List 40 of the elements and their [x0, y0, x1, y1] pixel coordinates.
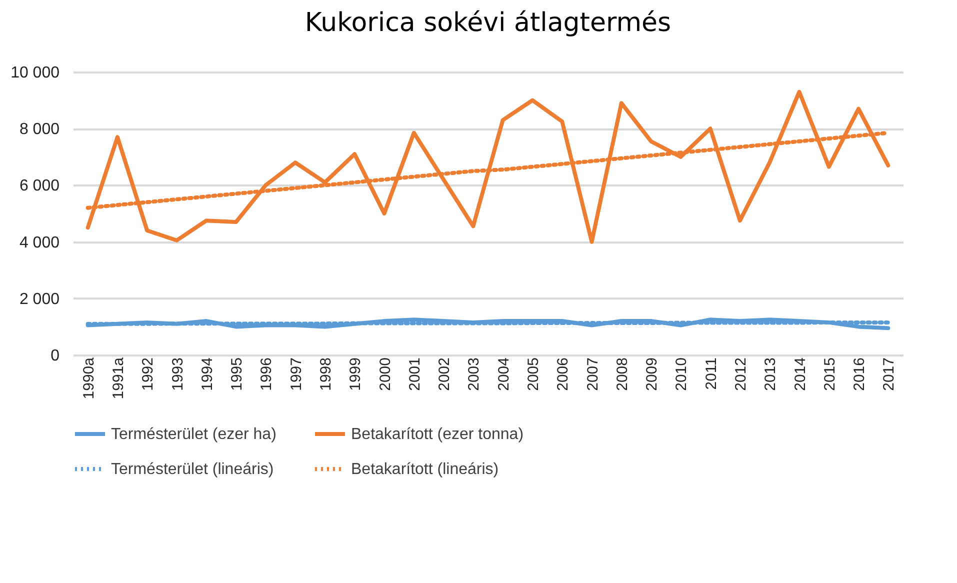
chart-title: Kukorica sokévi átlagtermés	[304, 8, 672, 38]
legend-label: Termésterület (lineáris)	[111, 461, 274, 478]
x-tick-label: 2011	[702, 358, 720, 390]
x-tick-label: 1995	[228, 358, 246, 391]
y-tick-label: 6 000	[19, 178, 60, 195]
line-series	[86, 90, 890, 244]
x-tick-label: 2004	[495, 358, 512, 391]
x-tick-label: 2010	[673, 358, 690, 391]
x-tick-label: 2002	[436, 358, 454, 391]
x-tick-label: 1994	[198, 358, 216, 391]
x-tick-label: 2001	[406, 358, 424, 391]
x-tick-label: 2013	[762, 358, 780, 391]
x-tick-label: 2012	[732, 358, 750, 391]
x-tick-label: 1996	[258, 358, 276, 391]
y-tick-label: 4 000	[19, 234, 60, 252]
x-tick-label: 2009	[644, 358, 661, 391]
x-tick-label: 2000	[376, 358, 394, 391]
x-tick-label: 1991a	[110, 356, 127, 400]
x-tick-label: 2017	[880, 358, 898, 391]
y-tick-label: 0	[50, 348, 60, 364]
x-tick-label: 2003	[466, 358, 483, 391]
x-tick-label: 1990a	[80, 356, 98, 400]
y-tick-label: 8 000	[19, 121, 60, 138]
x-tick-label: 2007	[584, 358, 602, 391]
x-tick-label: 1993	[169, 358, 186, 391]
x-tick-label: 2016	[851, 358, 868, 391]
x-tick-label: 1999	[347, 358, 364, 391]
y-tick-label: 10 000	[10, 64, 60, 82]
legend-label: Termésterület (ezer ha)	[111, 426, 276, 443]
x-tick-label: 1997	[288, 358, 305, 391]
x-tick-label: 2005	[524, 358, 542, 391]
legend-label: Betakarított (ezer tonna)	[351, 426, 524, 443]
x-tick-label: 2015	[821, 358, 838, 391]
x-tick-label: 2006	[554, 358, 572, 391]
legend-label: Betakarított (lineáris)	[351, 461, 499, 478]
x-tick-label: 2008	[614, 358, 631, 391]
x-tick-label: 1998	[317, 358, 334, 391]
x-tick-label: 2014	[792, 358, 809, 391]
y-tick-label: 2 000	[19, 290, 60, 308]
x-tick-label: 1992	[140, 358, 157, 391]
